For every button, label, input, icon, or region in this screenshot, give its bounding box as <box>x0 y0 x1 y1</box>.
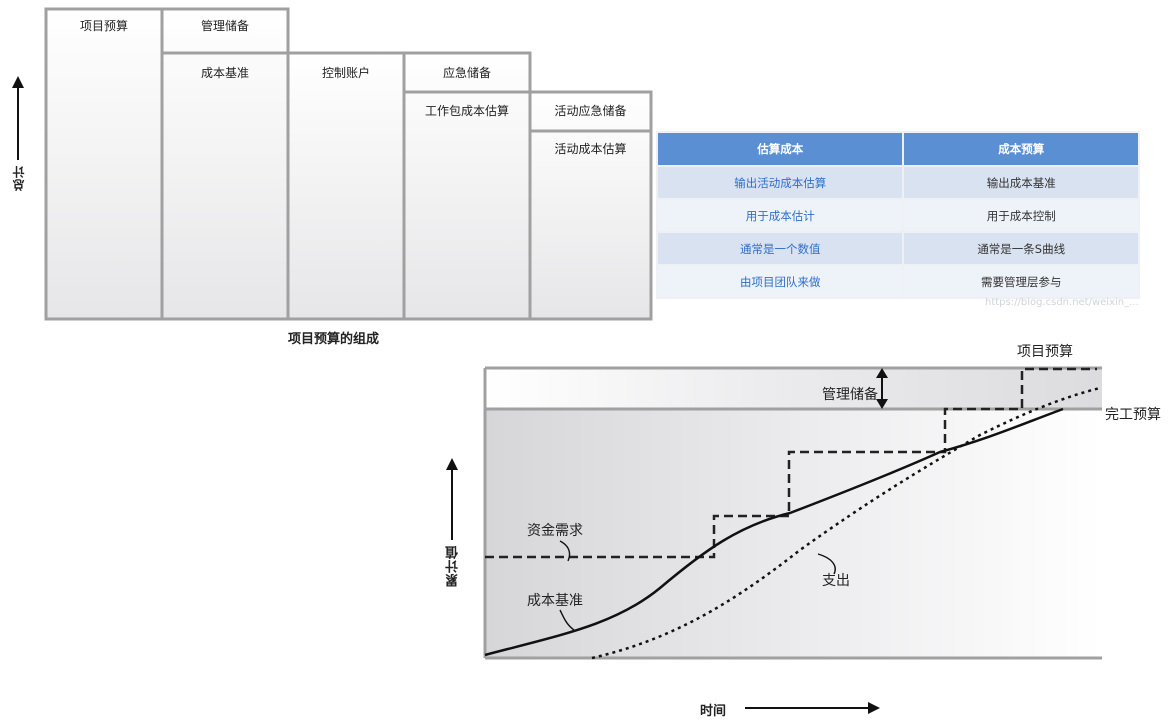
table-cell: 输出成本基准 <box>904 167 1138 198</box>
funding-requirement-line <box>485 367 1097 559</box>
stack-frame <box>44 7 653 321</box>
bac-label: 完工预算 <box>1105 407 1161 423</box>
table-cell: 需要管理层参与 <box>904 266 1138 297</box>
cost-baseline-label: 成本基准 <box>200 66 249 80</box>
table-row: 由项目团队来做 需要管理层参与 <box>658 266 1138 297</box>
table-cell: 输出活动成本估算 <box>658 167 903 198</box>
table-cell: 由项目团队来做 <box>658 266 903 297</box>
table-row: 通常是一个数值 通常是一条S曲线 <box>658 233 1138 264</box>
y-axis-arrow-icon <box>12 76 24 160</box>
table-row: 输出活动成本估算 输出成本基准 <box>658 167 1138 198</box>
watermark-text: https://blog.csdn.net/weixin_... <box>985 297 1139 308</box>
expenditure-label: 支出 <box>822 573 850 589</box>
table-cell: 通常是一条S曲线 <box>904 233 1138 264</box>
table-header: 估算成本 <box>658 133 903 165</box>
baseline-area <box>485 409 1102 657</box>
activity-cost-estimate-label: 活动成本估算 <box>554 142 627 156</box>
activity-contingency-label: 活动应急储备 <box>554 104 627 118</box>
table-cell: 通常是一个数值 <box>658 233 903 264</box>
table-cell: 用于成本估计 <box>658 200 903 231</box>
time-axis-label: 时间 <box>700 704 727 719</box>
cumulative-value-axis-label: 累计值 <box>446 545 461 587</box>
contingency-reserve-label: 应急储备 <box>442 66 491 80</box>
control-account-label: 控制账户 <box>321 66 370 80</box>
x-axis-arrow-icon <box>745 702 880 714</box>
management-reserve-curve-label: 管理储备 <box>822 387 878 403</box>
project-budget-curve-label: 项目预算 <box>1017 344 1073 360</box>
double-arrow-icon <box>876 368 888 409</box>
cost-baseline-curve-label: 成本基准 <box>527 593 583 609</box>
table-row: 用于成本估计 用于成本控制 <box>658 200 1138 231</box>
table-header: 成本预算 <box>904 133 1138 165</box>
project-budget-label: 项目预算 <box>79 19 128 33</box>
cost-comparison-table: 估算成本 成本预算 输出活动成本估算 输出成本基准 用于成本估计 用于成本控制 … <box>656 131 1140 299</box>
cost-curve-chart <box>446 366 1102 714</box>
management-reserve-band <box>485 368 1102 409</box>
table-cell: 用于成本控制 <box>904 200 1138 231</box>
work-package-estimate-label: 工作包成本估算 <box>424 104 509 118</box>
management-reserve-label: 管理储备 <box>200 19 249 33</box>
composition-caption: 项目预算的组成 <box>288 332 380 347</box>
total-axis-label: 总计 <box>12 165 26 191</box>
funding-requirement-label: 资金需求 <box>527 523 583 539</box>
cost-baseline-curve <box>484 407 1064 657</box>
table-header-row: 估算成本 成本预算 <box>658 133 1138 165</box>
y-axis-arrow-icon <box>446 458 458 540</box>
